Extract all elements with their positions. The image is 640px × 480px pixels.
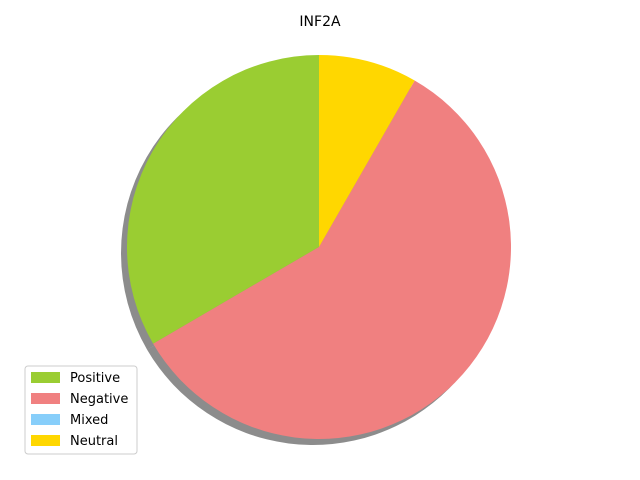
chart-title: INF2A — [299, 14, 341, 30]
legend-swatch-negative — [31, 393, 60, 404]
legend-entry-negative: Negative — [31, 392, 128, 407]
pie-slice-positive — [127, 55, 319, 344]
legend-swatch-positive — [31, 372, 60, 383]
pie-slices — [127, 55, 511, 439]
legend-swatch-neutral — [31, 435, 60, 446]
legend-entry-neutral: Neutral — [31, 434, 118, 449]
legend-frame — [24, 365, 138, 455]
legend: Positive Negative Mixed Neutral — [24, 365, 138, 455]
legend-label-mixed: Mixed — [70, 413, 108, 428]
pie-slice-neutral — [319, 55, 415, 247]
pie-slice-negative — [153, 80, 511, 439]
legend-label-neutral: Neutral — [70, 434, 118, 449]
legend-swatch-mixed — [31, 414, 60, 425]
legend-label-negative: Negative — [70, 392, 128, 407]
legend-entry-positive: Positive — [31, 371, 120, 386]
legend-entry-mixed: Mixed — [31, 413, 108, 428]
legend-label-positive: Positive — [70, 371, 120, 386]
